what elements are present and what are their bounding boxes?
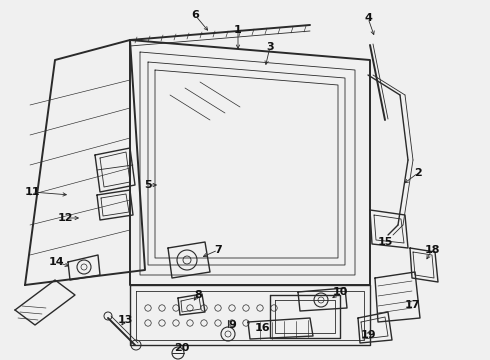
Text: 12: 12: [57, 213, 73, 223]
Text: 5: 5: [144, 180, 152, 190]
Text: 11: 11: [24, 187, 40, 197]
Text: 2: 2: [414, 168, 422, 178]
Text: 20: 20: [174, 343, 190, 353]
Text: 9: 9: [228, 320, 236, 330]
Text: 8: 8: [194, 290, 202, 300]
Text: 15: 15: [377, 237, 392, 247]
Text: 4: 4: [364, 13, 372, 23]
Text: 18: 18: [424, 245, 440, 255]
Text: 3: 3: [266, 42, 274, 52]
Text: 6: 6: [191, 10, 199, 20]
Text: 17: 17: [404, 300, 420, 310]
Text: 10: 10: [332, 287, 348, 297]
Text: 16: 16: [254, 323, 270, 333]
Text: 1: 1: [234, 25, 242, 35]
Text: 13: 13: [117, 315, 133, 325]
Text: 7: 7: [214, 245, 222, 255]
Text: 14: 14: [48, 257, 64, 267]
Text: 19: 19: [360, 330, 376, 340]
